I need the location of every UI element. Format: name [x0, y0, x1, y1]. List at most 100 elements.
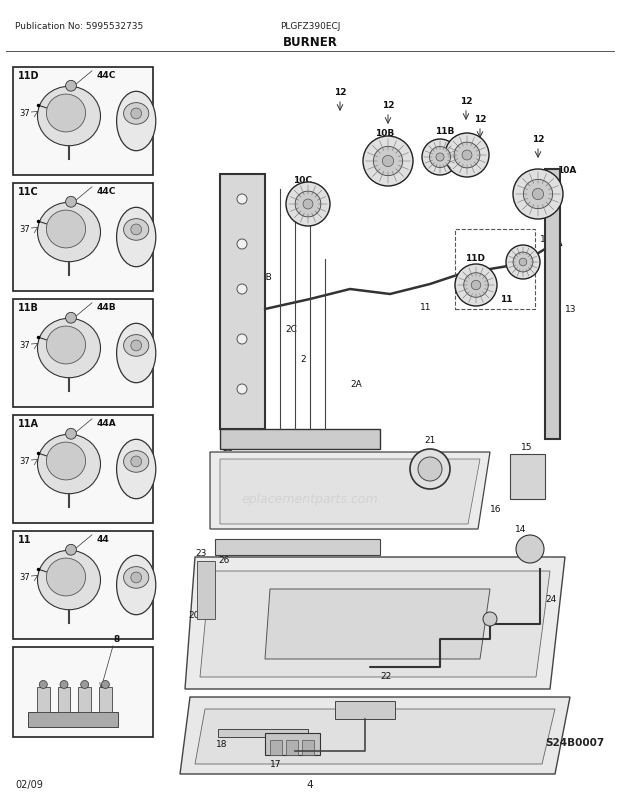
- Text: 37: 37: [19, 457, 30, 466]
- Circle shape: [533, 189, 544, 200]
- Circle shape: [102, 681, 109, 689]
- Circle shape: [513, 170, 563, 220]
- Bar: [265, 733, 320, 755]
- Bar: [13, 184, 153, 292]
- Text: PLGFZ390ECJ: PLGFZ390ECJ: [280, 22, 340, 31]
- Text: 11B: 11B: [435, 127, 454, 136]
- Bar: [58, 687, 70, 712]
- Text: 44: 44: [97, 534, 110, 543]
- Text: 11: 11: [420, 303, 432, 312]
- Bar: [302, 740, 314, 755]
- Text: 37: 37: [19, 225, 30, 234]
- Polygon shape: [180, 697, 570, 774]
- Ellipse shape: [46, 326, 86, 364]
- Text: 47: 47: [126, 344, 137, 353]
- Text: 16: 16: [490, 505, 502, 514]
- Circle shape: [131, 341, 141, 351]
- Polygon shape: [185, 557, 565, 689]
- Text: 12: 12: [334, 88, 346, 97]
- Text: 47: 47: [126, 575, 137, 585]
- Text: 8: 8: [114, 634, 120, 643]
- Text: 4: 4: [307, 779, 313, 789]
- Circle shape: [286, 183, 330, 227]
- Bar: [13, 300, 153, 407]
- Circle shape: [464, 273, 489, 298]
- Circle shape: [516, 535, 544, 563]
- Bar: [335, 701, 395, 719]
- Text: 11A: 11A: [18, 419, 39, 428]
- Polygon shape: [195, 709, 555, 764]
- Text: 37: 37: [19, 341, 30, 350]
- Circle shape: [131, 573, 141, 583]
- Bar: [37, 687, 50, 712]
- Ellipse shape: [117, 208, 156, 267]
- Bar: [13, 415, 153, 524]
- Circle shape: [60, 681, 68, 689]
- Circle shape: [295, 192, 321, 217]
- Circle shape: [131, 109, 141, 119]
- Text: 02/09: 02/09: [15, 779, 43, 789]
- Text: 12: 12: [532, 135, 544, 144]
- Text: 15: 15: [521, 443, 533, 452]
- Text: 10B: 10B: [375, 129, 394, 138]
- Circle shape: [66, 429, 76, 439]
- Bar: [78, 687, 91, 712]
- Circle shape: [506, 245, 540, 280]
- Polygon shape: [220, 429, 380, 449]
- Text: 3: 3: [225, 215, 231, 225]
- Circle shape: [131, 456, 141, 468]
- Polygon shape: [220, 460, 480, 525]
- Ellipse shape: [46, 558, 86, 596]
- Bar: [218, 729, 308, 737]
- Polygon shape: [220, 175, 265, 429]
- Circle shape: [383, 156, 394, 168]
- Circle shape: [66, 81, 76, 92]
- Ellipse shape: [37, 319, 100, 379]
- Ellipse shape: [123, 567, 149, 589]
- Ellipse shape: [46, 211, 86, 249]
- Polygon shape: [545, 170, 560, 439]
- Bar: [510, 455, 545, 500]
- Text: 44A: 44A: [97, 419, 117, 427]
- Text: 11: 11: [500, 294, 513, 304]
- Polygon shape: [200, 571, 550, 677]
- Circle shape: [39, 681, 47, 689]
- Bar: [13, 532, 153, 639]
- Ellipse shape: [123, 220, 149, 241]
- Text: 10A: 10A: [557, 166, 577, 175]
- Circle shape: [303, 200, 313, 209]
- Text: 25: 25: [222, 444, 233, 452]
- Polygon shape: [197, 561, 215, 619]
- Text: 11D: 11D: [18, 71, 40, 81]
- Text: 10: 10: [540, 203, 552, 212]
- Text: 19: 19: [385, 705, 397, 714]
- Text: 12: 12: [382, 101, 394, 110]
- Text: 12: 12: [460, 97, 472, 106]
- Text: 47: 47: [126, 228, 137, 237]
- Text: 24: 24: [545, 595, 556, 604]
- Circle shape: [237, 240, 247, 249]
- Circle shape: [131, 225, 141, 236]
- Circle shape: [373, 148, 402, 176]
- Ellipse shape: [117, 439, 156, 499]
- Bar: [13, 68, 153, 176]
- Ellipse shape: [46, 443, 86, 480]
- Text: S24B0007: S24B0007: [546, 737, 605, 747]
- Circle shape: [237, 285, 247, 294]
- Text: 2A: 2A: [350, 380, 361, 389]
- Text: 11D: 11D: [465, 253, 485, 263]
- Text: 13: 13: [565, 305, 577, 314]
- Circle shape: [418, 457, 442, 481]
- Text: 47: 47: [126, 112, 137, 121]
- Text: 47: 47: [126, 460, 137, 468]
- Bar: [270, 740, 282, 755]
- Text: 26: 26: [218, 555, 229, 565]
- Circle shape: [455, 265, 497, 306]
- Text: Publication No: 5995532735: Publication No: 5995532735: [15, 22, 143, 31]
- Ellipse shape: [123, 451, 149, 472]
- Text: 44C: 44C: [97, 187, 117, 196]
- Polygon shape: [210, 452, 490, 529]
- Circle shape: [410, 449, 450, 489]
- Bar: [28, 712, 118, 727]
- Circle shape: [66, 197, 76, 208]
